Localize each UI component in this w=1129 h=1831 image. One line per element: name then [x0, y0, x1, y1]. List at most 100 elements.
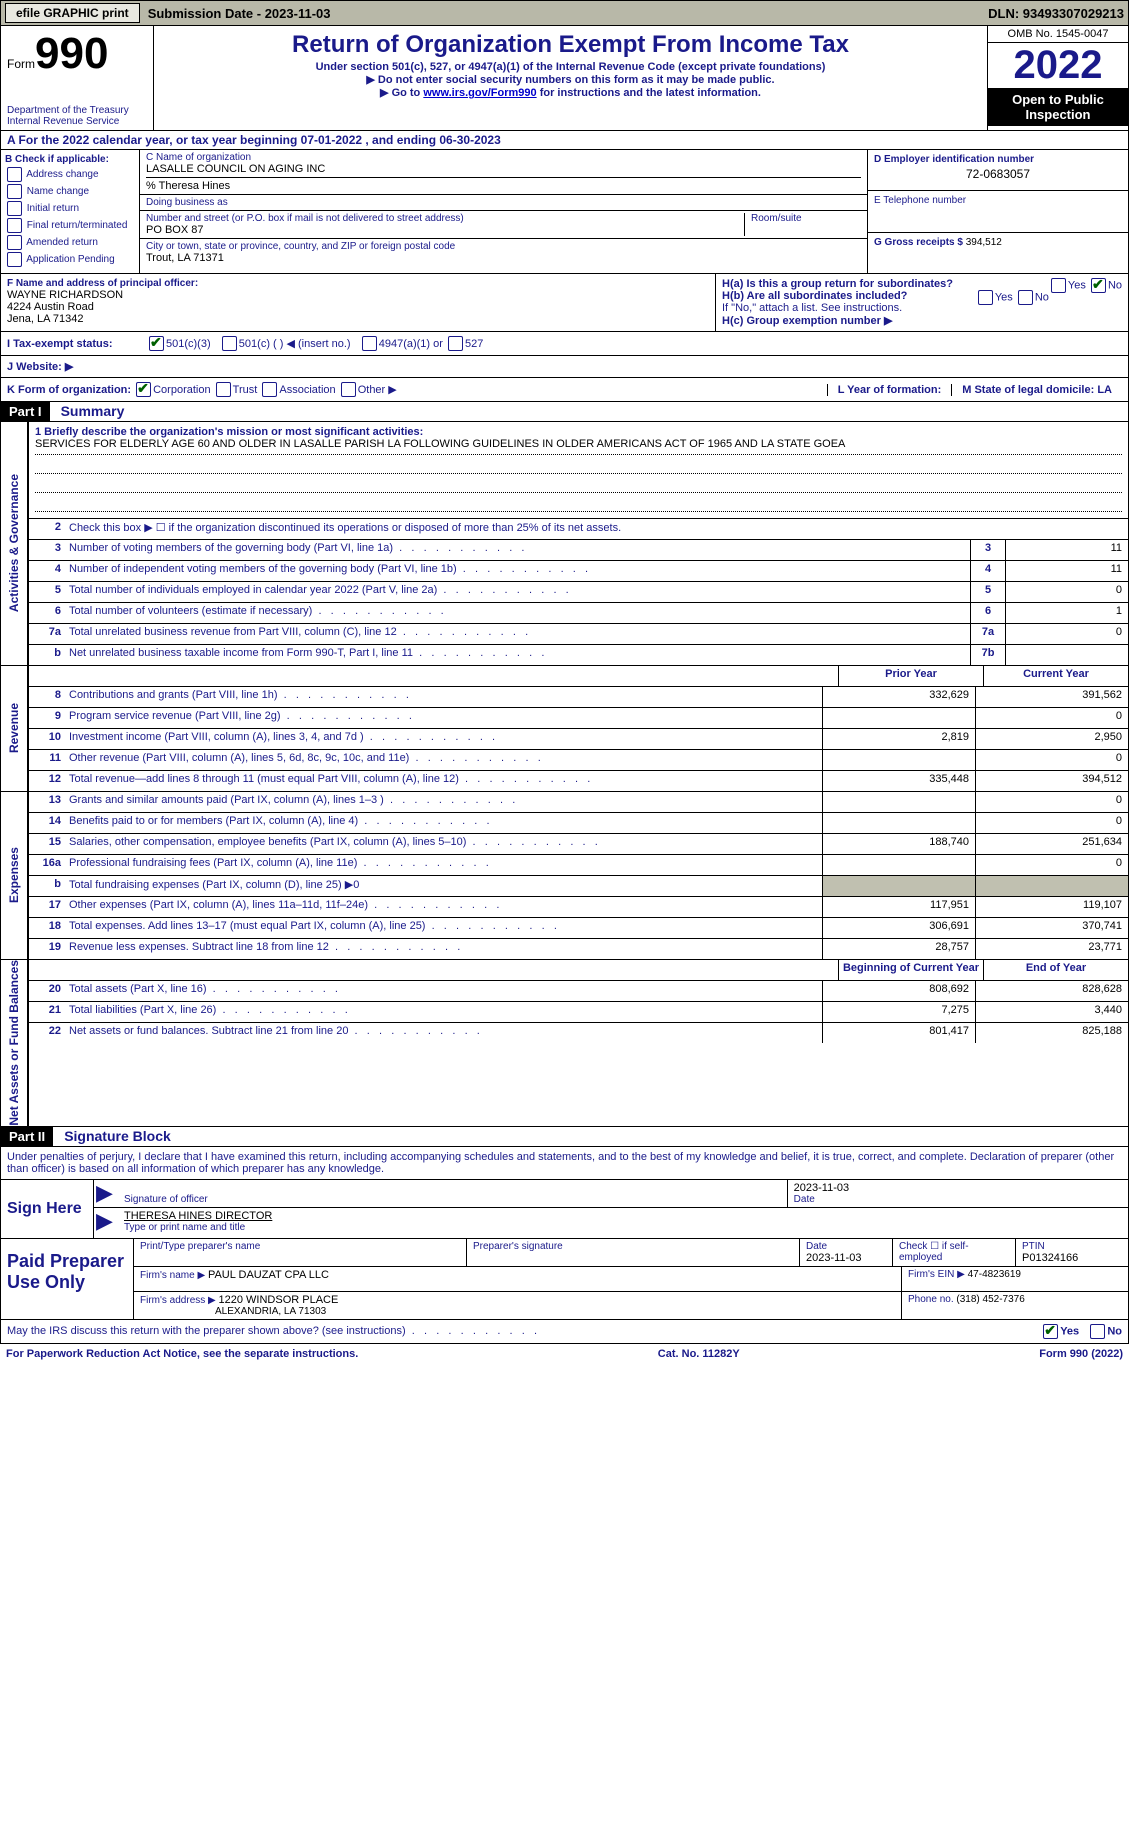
chk-527[interactable]	[448, 336, 463, 351]
chk-name-change[interactable]	[7, 184, 22, 199]
footer-left: For Paperwork Reduction Act Notice, see …	[6, 1348, 358, 1360]
tax-year: 2022	[988, 43, 1128, 88]
org-name-cell: C Name of organization LASALLE COUNCIL O…	[140, 150, 867, 195]
rev-line-11: 11 Other revenue (Part VIII, column (A),…	[29, 750, 1128, 771]
hdr-boy: Beginning of Current Year	[838, 960, 983, 980]
part2-title: Signature Block	[56, 1128, 171, 1144]
ha-yes[interactable]	[1051, 278, 1066, 293]
discuss-no[interactable]	[1090, 1324, 1105, 1339]
sign-here-block: Sign Here ▶ Signature of officer 2023-11…	[0, 1180, 1129, 1239]
gov-line-5: 5 Total number of individuals employed i…	[29, 582, 1128, 603]
chk-other[interactable]	[341, 382, 356, 397]
net-line-20: 20 Total assets (Part X, line 16) 808,69…	[29, 981, 1128, 1002]
hb-no[interactable]	[1018, 290, 1033, 305]
chk-initial-return[interactable]	[7, 201, 22, 216]
box-g-receipts: G Gross receipts $ 394,512	[868, 233, 1128, 273]
paid-preparer-label: Paid Preparer Use Only	[1, 1239, 134, 1319]
gov-line-7a: 7a Total unrelated business revenue from…	[29, 624, 1128, 645]
hdr-prior: Prior Year	[838, 666, 983, 686]
exp-line-b: b Total fundraising expenses (Part IX, c…	[29, 876, 1128, 897]
chk-corp[interactable]	[136, 382, 151, 397]
omb-number: OMB No. 1545-0047	[988, 26, 1128, 43]
chk-trust[interactable]	[216, 382, 231, 397]
chk-501c3[interactable]	[149, 336, 164, 351]
open-to-public: Open to Public Inspection	[988, 88, 1128, 126]
hdr-current: Current Year	[983, 666, 1128, 686]
part1-title: Summary	[53, 403, 125, 419]
dln: DLN: 93493307029213	[988, 6, 1124, 21]
gov-line-b: b Net unrelated business taxable income …	[29, 645, 1128, 665]
discuss-yes[interactable]	[1043, 1324, 1058, 1339]
form-label: Form	[7, 57, 35, 71]
officer-group-block: F Name and address of principal officer:…	[0, 274, 1129, 332]
section-expenses: Expenses 13 Grants and similar amounts p…	[0, 792, 1129, 960]
chk-application-pending[interactable]	[7, 252, 22, 267]
footer-mid: Cat. No. 11282Y	[658, 1348, 740, 1360]
dept-treasury: Department of the Treasury	[7, 105, 147, 116]
footer-right: Form 990 (2022)	[1039, 1348, 1123, 1360]
identity-block: B Check if applicable: Address change Na…	[0, 150, 1129, 274]
year-formation: L Year of formation:	[827, 384, 952, 396]
section-revenue: Revenue Prior Year Current Year 8 Contri…	[0, 666, 1129, 792]
website-row: J Website: ▶	[0, 356, 1129, 378]
subtitle-2: ▶ Do not enter social security numbers o…	[160, 73, 981, 86]
vtab-exp: Expenses	[7, 847, 21, 903]
section-net-assets: Net Assets or Fund Balances Beginning of…	[0, 960, 1129, 1127]
paid-preparer-block: Paid Preparer Use Only Print/Type prepar…	[0, 1239, 1129, 1320]
rev-line-9: 9 Program service revenue (Part VIII, li…	[29, 708, 1128, 729]
form-of-org: K Form of organization: Corporation Trus…	[0, 378, 1129, 402]
chk-address-change[interactable]	[7, 167, 22, 182]
subtitle-3: ▶ Go to www.irs.gov/Form990 for instruct…	[160, 86, 981, 99]
hb-yes[interactable]	[978, 290, 993, 305]
box-b: B Check if applicable: Address change Na…	[1, 150, 140, 273]
dba-cell: Doing business as	[140, 195, 867, 211]
line2-text: Check this box ▶ ☐ if the organization d…	[65, 519, 1128, 539]
street-cell: Number and street (or P.O. box if mail i…	[140, 211, 867, 239]
section-governance: Activities & Governance 1 Briefly descri…	[0, 422, 1129, 666]
ha-no[interactable]	[1091, 278, 1106, 293]
efile-print-button[interactable]: efile GRAPHIC print	[5, 3, 140, 23]
room-suite: Room/suite	[744, 213, 861, 236]
submission-date: Submission Date - 2023-11-03	[148, 6, 331, 21]
sig-arrow-icon: ▶	[94, 1180, 118, 1207]
irs-link[interactable]: www.irs.gov/Form990	[423, 87, 536, 99]
vtab-gov: Activities & Governance	[7, 474, 21, 612]
part2-header: Part II	[1, 1127, 53, 1146]
sig-arrow-icon-2: ▶	[94, 1208, 118, 1235]
vtab-net: Net Assets or Fund Balances	[7, 960, 21, 1126]
chk-501c[interactable]	[222, 336, 237, 351]
part1-header: Part I	[1, 402, 50, 421]
chk-final-return[interactable]	[7, 218, 22, 233]
penalty-text: Under penalties of perjury, I declare th…	[0, 1147, 1129, 1180]
gov-line-6: 6 Total number of volunteers (estimate i…	[29, 603, 1128, 624]
top-bar: efile GRAPHIC print Submission Date - 20…	[0, 0, 1129, 26]
exp-line-17: 17 Other expenses (Part IX, column (A), …	[29, 897, 1128, 918]
rev-line-8: 8 Contributions and grants (Part VIII, l…	[29, 687, 1128, 708]
tax-exempt-status: I Tax-exempt status: 501(c)(3) 501(c) ( …	[0, 332, 1129, 356]
subtitle-1: Under section 501(c), 527, or 4947(a)(1)…	[160, 61, 981, 73]
form-header: Form990 Department of the Treasury Inter…	[0, 26, 1129, 131]
rev-line-12: 12 Total revenue—add lines 8 through 11 …	[29, 771, 1128, 791]
state-domicile: M State of legal domicile: LA	[951, 384, 1122, 396]
chk-amended[interactable]	[7, 235, 22, 250]
chk-4947[interactable]	[362, 336, 377, 351]
footer: For Paperwork Reduction Act Notice, see …	[0, 1344, 1129, 1364]
hdr-eoy: End of Year	[983, 960, 1128, 980]
mission-cell: 1 Briefly describe the organization's mi…	[29, 422, 1128, 518]
gov-line-3: 3 Number of voting members of the govern…	[29, 540, 1128, 561]
irs: Internal Revenue Service	[7, 116, 147, 127]
net-line-21: 21 Total liabilities (Part X, line 26) 7…	[29, 1002, 1128, 1023]
chk-assoc[interactable]	[262, 382, 277, 397]
calendar-year-row: A For the 2022 calendar year, or tax yea…	[0, 131, 1129, 150]
exp-line-15: 15 Salaries, other compensation, employe…	[29, 834, 1128, 855]
exp-line-19: 19 Revenue less expenses. Subtract line …	[29, 939, 1128, 959]
vtab-rev: Revenue	[7, 703, 21, 753]
box-d-ein: D Employer identification number 72-0683…	[868, 150, 1128, 191]
rev-line-10: 10 Investment income (Part VIII, column …	[29, 729, 1128, 750]
discuss-row: May the IRS discuss this return with the…	[0, 1320, 1129, 1344]
sign-here-label: Sign Here	[1, 1180, 94, 1238]
gov-line-4: 4 Number of independent voting members o…	[29, 561, 1128, 582]
net-line-22: 22 Net assets or fund balances. Subtract…	[29, 1023, 1128, 1043]
box-f-officer: F Name and address of principal officer:…	[1, 274, 716, 331]
form-number: 990	[35, 29, 108, 78]
